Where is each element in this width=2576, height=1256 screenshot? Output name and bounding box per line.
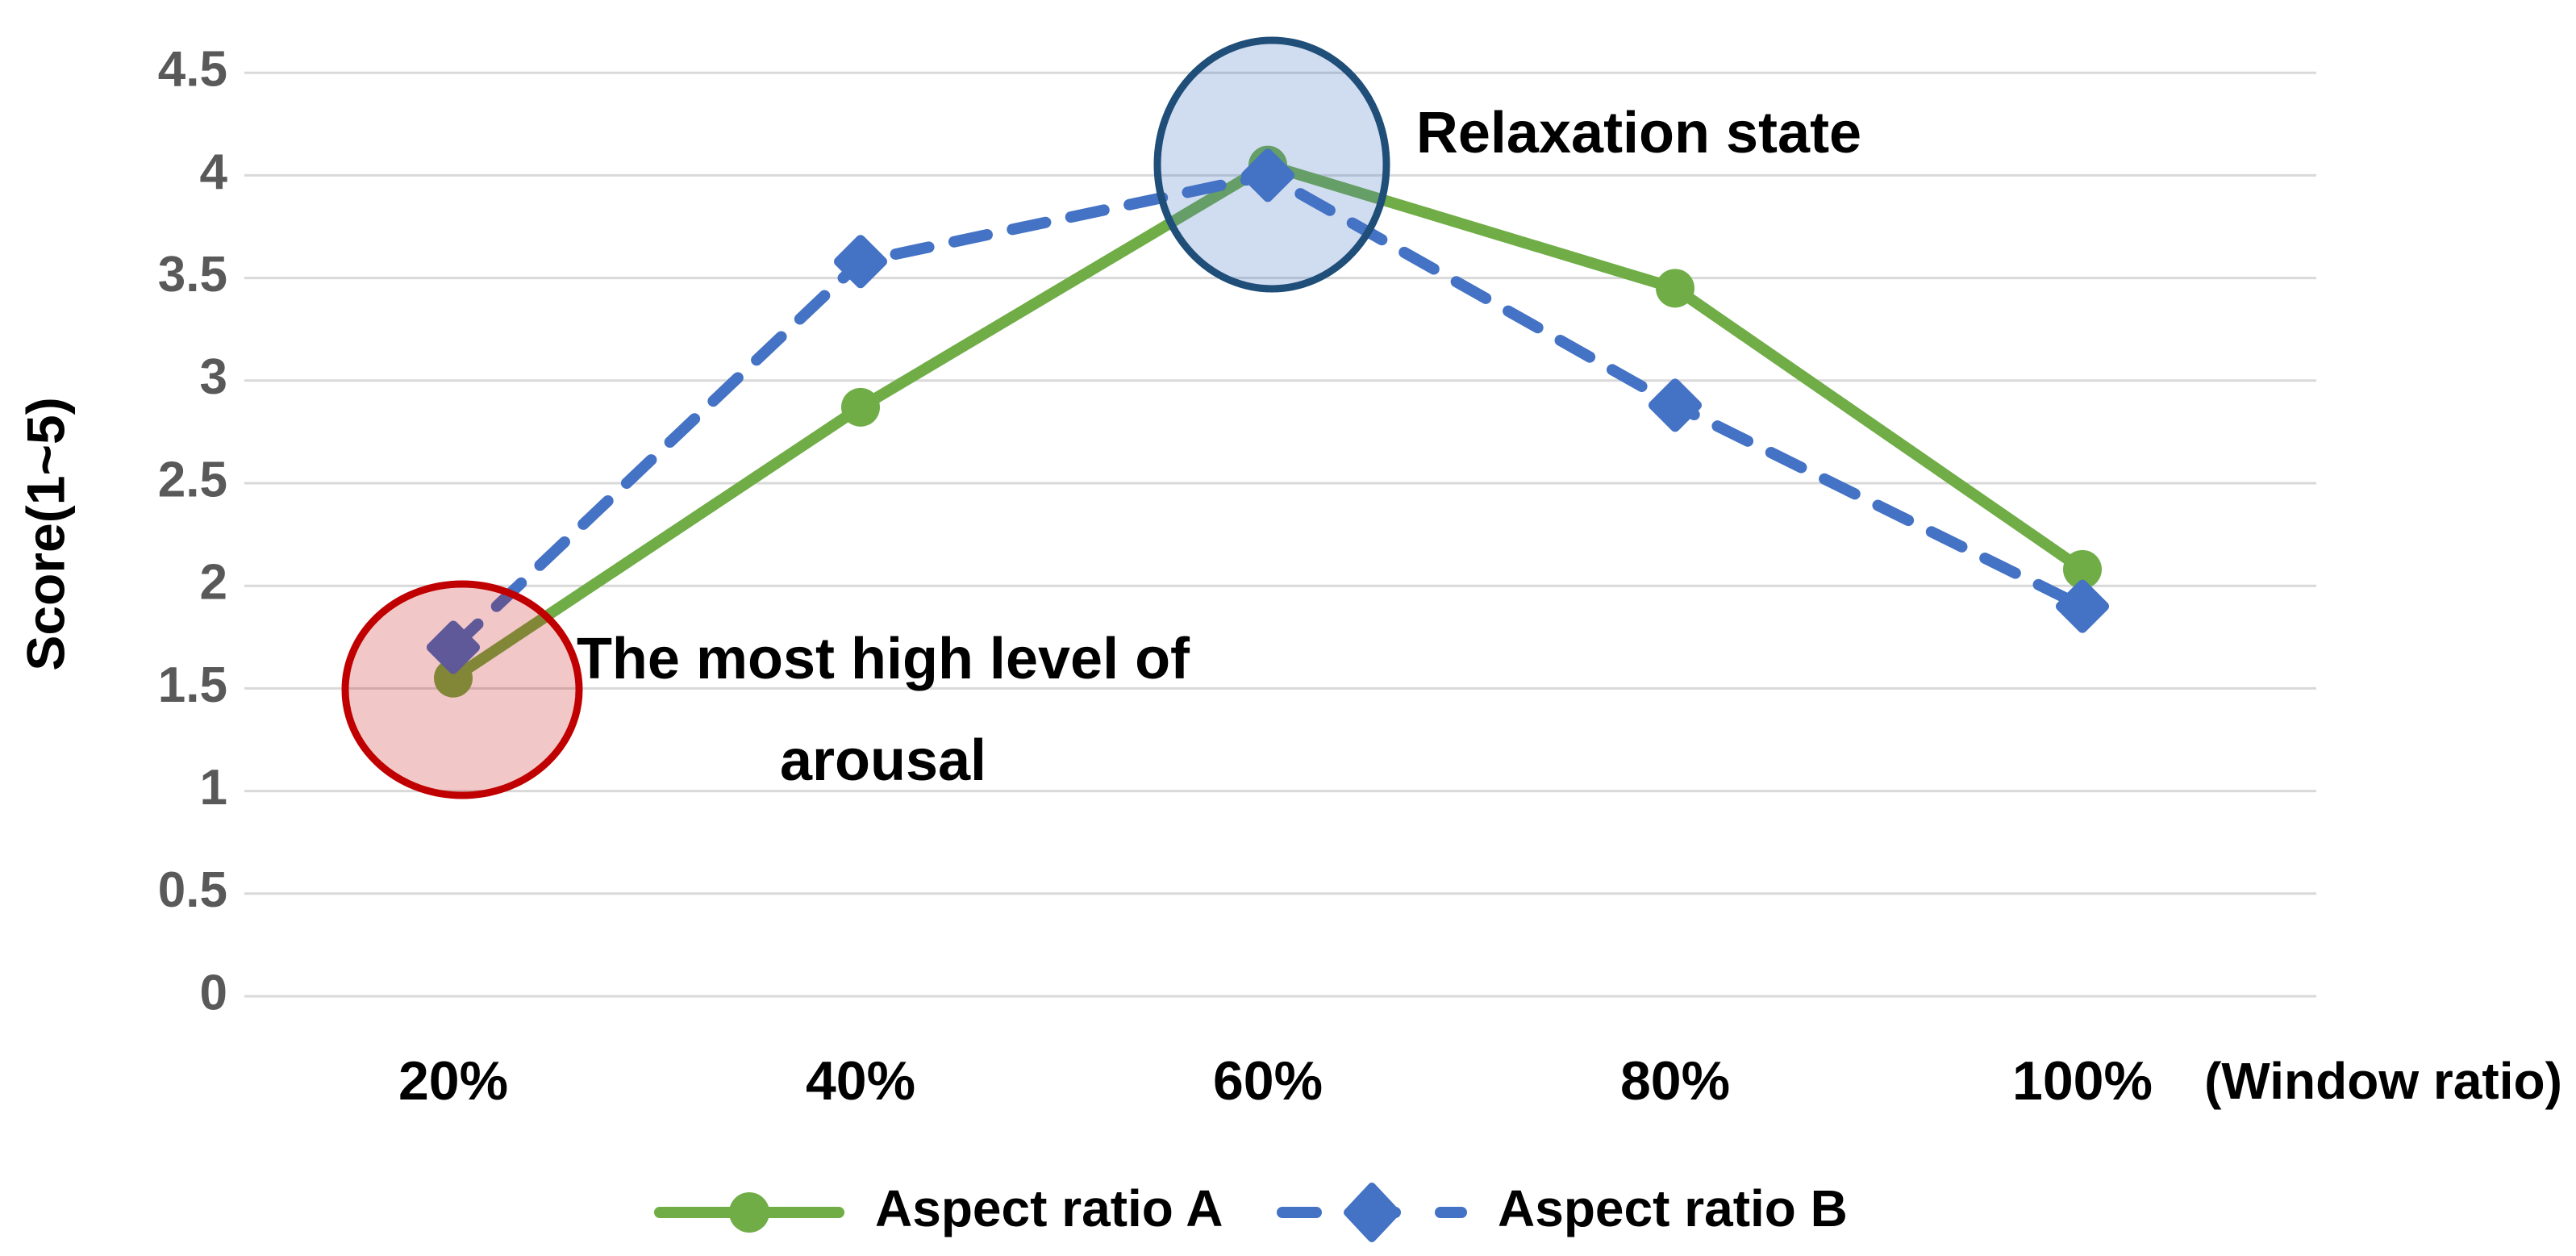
legend-item-aspect-ratio-a: Aspect ratio A [654, 1179, 1223, 1237]
data-point-marker [1656, 269, 1694, 308]
data-point-marker [1241, 148, 1294, 202]
data-point-marker [434, 658, 473, 698]
arousal-annotation-text-line2: arousal [780, 728, 986, 793]
y-tick-label: 0.5 [158, 862, 227, 918]
y-tick-label: 4.5 [158, 42, 227, 98]
y-tick-label: 2 [200, 555, 227, 611]
y-tick-label: 2.5 [158, 452, 227, 507]
y-tick-label: 3.5 [158, 247, 227, 303]
relaxation-highlight-circle [1153, 36, 1390, 293]
data-point-marker [1649, 378, 1702, 432]
data-point-marker [834, 235, 887, 289]
legend-label-a: Aspect ratio A [875, 1179, 1223, 1237]
relaxation-annotation-text: Relaxation state [1416, 101, 1861, 165]
x-tick-label: 40% [806, 1050, 915, 1112]
arousal-highlight-circle [341, 580, 583, 799]
legend-circle-marker-icon [729, 1192, 769, 1233]
legend-label-b: Aspect ratio B [1498, 1179, 1848, 1237]
data-point-marker [427, 620, 480, 674]
x-tick-label: 60% [1213, 1050, 1323, 1112]
arousal-annotation-text-line1: The most high level of [577, 627, 1190, 691]
x-axis-tick-labels: 20% 40% 60% 80% 100% [398, 1050, 2153, 1112]
y-tick-label: 1.5 [158, 657, 227, 713]
legend-diamond-marker-icon [1344, 1183, 1400, 1242]
x-axis-unit-label: (Window ratio) [2204, 1052, 2562, 1110]
legend: Aspect ratio A Aspect ratio B [654, 1179, 1848, 1242]
y-tick-label: 3 [200, 349, 227, 405]
y-axis-title: Score(1~5) [15, 397, 75, 670]
y-axis-tick-labels: 0 0.5 1 1.5 2 2.5 3 3.5 4 4.5 [158, 42, 228, 1021]
y-tick-label: 0 [200, 965, 227, 1020]
x-tick-label: 20% [398, 1050, 508, 1112]
y-tick-label: 4 [200, 144, 228, 200]
data-point-marker [2063, 549, 2102, 589]
series-lines [427, 145, 2109, 698]
x-tick-label: 100% [2012, 1050, 2153, 1112]
x-tick-label: 80% [1620, 1050, 1730, 1112]
legend-item-aspect-ratio-b: Aspect ratio B [1277, 1179, 1848, 1242]
data-point-marker [2056, 579, 2109, 633]
y-tick-label: 1 [200, 760, 227, 816]
data-point-marker [841, 387, 880, 427]
